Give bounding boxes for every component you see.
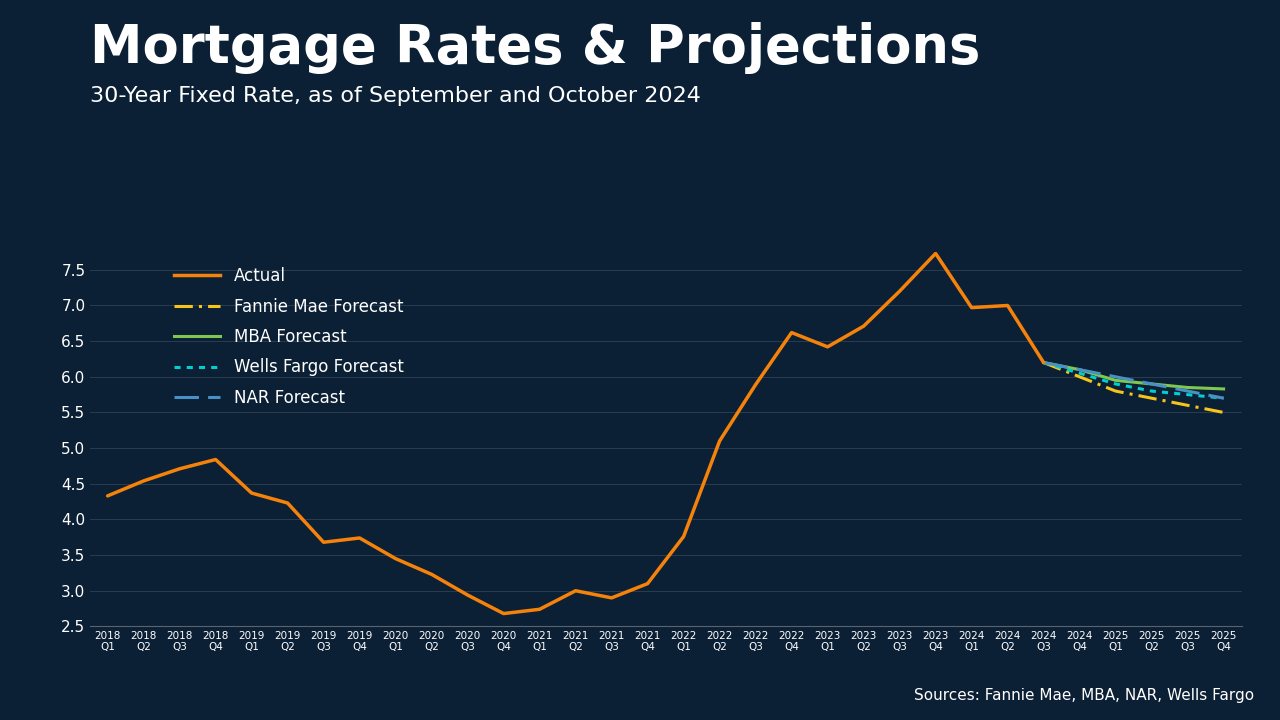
Text: Mortgage Rates & Projections: Mortgage Rates & Projections (90, 22, 980, 73)
Text: Sources: Fannie Mae, MBA, NAR, Wells Fargo: Sources: Fannie Mae, MBA, NAR, Wells Far… (914, 688, 1254, 703)
Text: 30-Year Fixed Rate, as of September and October 2024: 30-Year Fixed Rate, as of September and … (90, 86, 700, 107)
Legend: Actual, Fannie Mae Forecast, MBA Forecast, Wells Fargo Forecast, NAR Forecast: Actual, Fannie Mae Forecast, MBA Forecas… (168, 261, 411, 414)
